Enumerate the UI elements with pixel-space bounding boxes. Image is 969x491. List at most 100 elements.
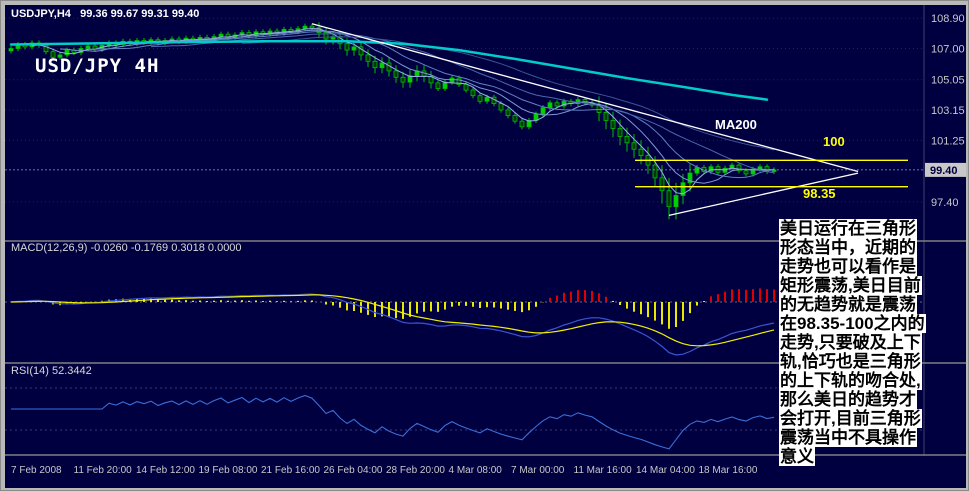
candle-body [309, 25, 315, 29]
current-price-value: 99.40 [930, 165, 958, 177]
price-tick[interactable]: 105.05 [931, 75, 965, 87]
candle-body [85, 45, 91, 49]
candle-body [610, 120, 616, 129]
upper-triangle-line[interactable] [311, 23, 859, 173]
price-tick[interactable]: 108.90 [931, 13, 965, 25]
candle-body [344, 43, 350, 51]
annotation-line: 形态当中，近期的 [779, 238, 917, 257]
time-axis-label[interactable]: 28 Feb 20:00 [386, 465, 445, 476]
price-tick[interactable]: 101.25 [931, 135, 965, 147]
candle-body [694, 167, 700, 174]
candle-body [659, 177, 665, 192]
candle-body [477, 95, 483, 102]
annotation-line: 那么美日的趋势才 [779, 390, 917, 409]
ma-fan-line [241, 36, 775, 151]
candle-body [407, 75, 413, 83]
price-tick[interactable]: 103.15 [931, 105, 965, 117]
annotation-line: 的无趋势就是震荡 [779, 295, 917, 314]
candle-body [64, 49, 70, 56]
candle-body [631, 142, 637, 150]
time-axis-label[interactable]: 21 Feb 16:00 [261, 465, 320, 476]
lower-triangle-line[interactable] [668, 172, 859, 217]
time-axis-label[interactable]: 7 Feb 2008 [11, 465, 62, 476]
candle-body [57, 54, 63, 58]
candle-body [722, 167, 728, 173]
annotation-line: 意义 [779, 447, 815, 466]
chart-caption: USD/JPY 4H [35, 55, 160, 77]
time-axis-label[interactable]: 19 Feb 08:00 [199, 465, 258, 476]
candle-body [575, 99, 581, 104]
candle-body [372, 60, 378, 69]
candle-body [302, 25, 308, 30]
macd-indicator-label: MACD(12,26,9) -0.0260 -0.1769 0.3018 0.0… [11, 242, 242, 254]
annotation-line: 在98.35-100之内的 [779, 314, 926, 333]
annotation-line: 走势也可以看作是 [779, 257, 917, 276]
candle-body [743, 170, 749, 175]
candle-body [638, 148, 644, 156]
annotation-line: 震荡当中不具操作 [779, 428, 917, 447]
candle-body [673, 195, 679, 208]
candle-body [435, 82, 441, 89]
ma200-label: MA200 [715, 117, 757, 132]
candle-body [463, 84, 469, 91]
price-tick[interactable]: 97.40 [931, 197, 959, 209]
price-tick[interactable]: 107.00 [931, 44, 965, 56]
time-axis-label[interactable]: 7 Mar 00:00 [511, 465, 565, 476]
annotation-line: 矩形震荡,美日目前 [779, 276, 922, 295]
ma-fan-line [150, 33, 775, 174]
rsi-line [11, 394, 775, 450]
rsi-indicator-label: RSI(14) 52.3442 [11, 365, 92, 377]
time-axis-label[interactable]: 4 Mar 08:00 [449, 465, 503, 476]
annotation-line: 的上下轨的吻合处, [779, 371, 922, 390]
ma-fan-line [94, 30, 775, 179]
candle-body [484, 96, 490, 102]
candle-body [519, 120, 525, 128]
candle-body [358, 46, 364, 56]
hline-label-9835: 98.35 [803, 186, 836, 201]
price-chart-canvas[interactable]: 108.90 107.00 105.05 103.15 101.25 97.40 99.40… [5, 5, 966, 488]
candle-body [505, 109, 511, 116]
candle-body [561, 100, 567, 107]
candle-body [351, 46, 357, 51]
candle-body [43, 44, 49, 53]
candle-body [652, 164, 658, 179]
candle-body [624, 135, 630, 144]
candle-body [218, 33, 224, 38]
analysis-annotation: 美日运行在三角形 形态当中，近期的 走势也可以看作是 矩形震荡,美日目前 的无趋… [779, 219, 966, 466]
candle-body [687, 172, 693, 184]
candle-body [470, 89, 476, 97]
candle-body [393, 70, 399, 78]
annotation-line: 美日运行在三角形 [779, 219, 917, 238]
candle-body [603, 112, 609, 121]
candle-body [365, 54, 371, 62]
candle-body [617, 128, 623, 137]
macd-signal-line [10, 294, 775, 347]
symbol-ohlc-header: USDJPY,H4 99.36 99.67 99.31 99.40 [11, 8, 200, 20]
candle-body [456, 77, 462, 85]
time-axis-label[interactable]: 14 Mar 04:00 [636, 465, 695, 476]
candle-body [526, 120, 532, 128]
candle-body [400, 76, 406, 83]
candle-body [323, 32, 329, 40]
time-axis-label[interactable]: 14 Feb 12:00 [136, 465, 195, 476]
ma-fan-line [31, 28, 775, 195]
candle-body [540, 107, 546, 115]
candle-body [666, 190, 672, 208]
time-axis-label[interactable]: 11 Feb 20:00 [74, 465, 133, 476]
chart-surface[interactable]: 108.90 107.00 105.05 103.15 101.25 97.40 99.40… [5, 5, 966, 488]
hline-label-100: 100 [823, 134, 845, 149]
macd-main-line [10, 293, 775, 356]
candle-body [379, 62, 385, 69]
candle-body [554, 102, 560, 107]
ma200-line [9, 40, 769, 101]
candle-body [50, 51, 56, 58]
time-axis-label[interactable]: 18 Mar 16:00 [699, 465, 758, 476]
candle-body [498, 103, 504, 111]
annotation-line: 轨,恰巧也是三角形 [779, 352, 922, 371]
candle-body [736, 164, 742, 172]
time-axis-label[interactable]: 26 Feb 04:00 [324, 465, 383, 476]
annotation-line: 走势,只要破及上下 [779, 333, 922, 352]
time-axis-label[interactable]: 11 Mar 16:00 [574, 465, 633, 476]
candle-body [8, 48, 14, 52]
